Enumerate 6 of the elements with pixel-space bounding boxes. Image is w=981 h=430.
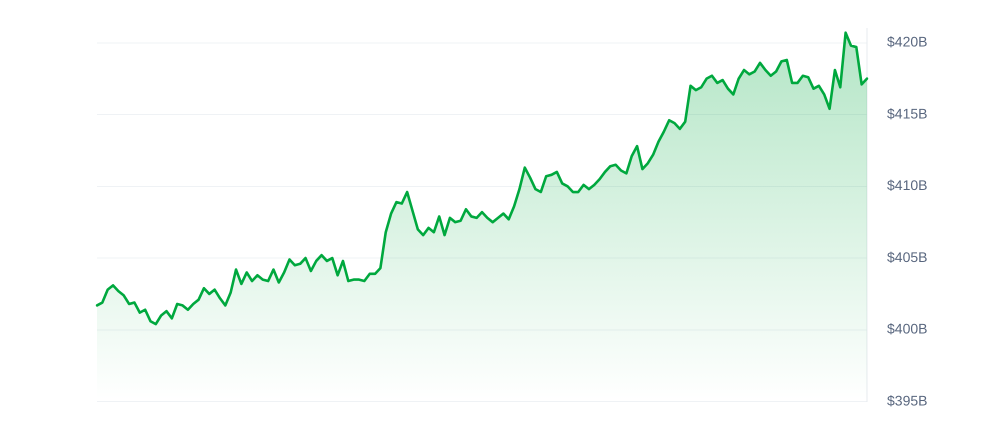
y-tick-label: $405B bbox=[887, 248, 928, 265]
y-tick-label: $400B bbox=[887, 320, 928, 337]
y-tick-label: $415B bbox=[887, 105, 928, 122]
y-tick-label: $410B bbox=[887, 177, 928, 194]
y-tick-label: $395B bbox=[887, 392, 928, 408]
y-tick-label: $420B bbox=[887, 34, 928, 50]
